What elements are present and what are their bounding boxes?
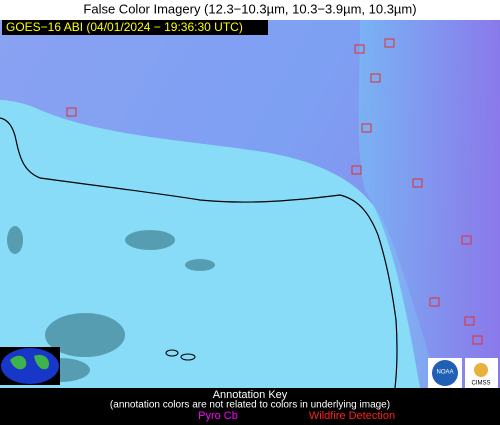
key-item: Pyro Cb [198,410,238,422]
title-bar [0,0,500,20]
islands [165,349,196,361]
image-label: GOES−16 ABI (04/01/2024 − 19:36:30 UTC) [6,20,243,34]
key-note: (annotation colors are not related to co… [110,400,390,411]
globe-logo [0,347,60,385]
cimss-text: CIMSS [471,381,490,387]
noaa-text: NOAA [436,370,453,376]
label-box [2,20,268,35]
wildfire-boxes [66,38,483,345]
title: False Color Imagery (12.3−10.3µm, 10.3−3… [83,1,416,16]
satellite-image: GOES−16 ABI (04/01/2024 − 19:36:30 UTC) … [0,20,500,389]
noaa-logo: NOAA [428,358,462,388]
key-item: Wildfire Detection [309,410,395,422]
key-title: Annotation Key [213,389,288,401]
cimss-logo: CIMSS [465,358,498,388]
east-cloud [358,20,500,388]
key-panel [0,388,500,425]
coastline [0,117,398,389]
